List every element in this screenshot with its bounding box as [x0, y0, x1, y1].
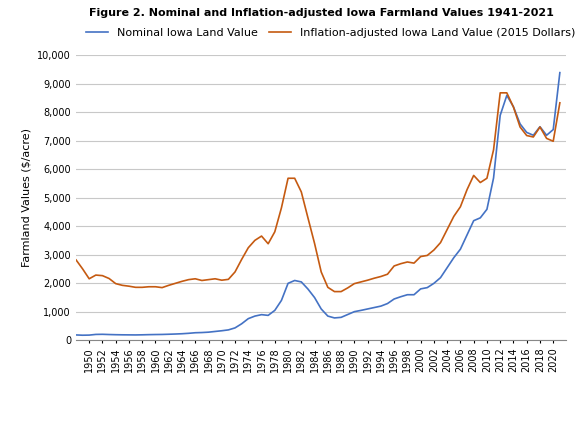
Inflation-adjusted Iowa Land Value (2015 Dollars) [331, 289, 338, 294]
Inflation-adjusted Iowa Land Value (2015 Dollars) [496, 90, 503, 95]
Title: Figure 2. Nominal and Inflation-adjusted Iowa Farmland Values 1941-2021: Figure 2. Nominal and Inflation-adjusted… [89, 8, 554, 18]
Y-axis label: Farmland Values ($/acre): Farmland Values ($/acre) [22, 128, 32, 267]
Nominal Iowa Land Value [318, 306, 325, 312]
Inflation-adjusted Iowa Land Value (2015 Dollars) [557, 100, 564, 105]
Inflation-adjusted Iowa Land Value (2015 Dollars) [490, 147, 497, 152]
Legend: Nominal Iowa Land Value, Inflation-adjusted Iowa Land Value (2015 Dollars): Nominal Iowa Land Value, Inflation-adjus… [82, 24, 580, 42]
Inflation-adjusted Iowa Land Value (2015 Dollars) [517, 125, 524, 130]
Inflation-adjusted Iowa Land Value (2015 Dollars) [318, 269, 325, 275]
Nominal Iowa Land Value [503, 93, 510, 98]
Line: Inflation-adjusted Iowa Land Value (2015 Dollars): Inflation-adjusted Iowa Land Value (2015… [30, 93, 560, 292]
Nominal Iowa Land Value [26, 334, 33, 340]
Inflation-adjusted Iowa Land Value (2015 Dollars) [424, 253, 431, 258]
Nominal Iowa Land Value [357, 308, 364, 313]
Inflation-adjusted Iowa Land Value (2015 Dollars) [364, 278, 371, 283]
Line: Nominal Iowa Land Value: Nominal Iowa Land Value [30, 73, 560, 337]
Nominal Iowa Land Value [457, 246, 464, 252]
Nominal Iowa Land Value [417, 286, 424, 292]
Nominal Iowa Land Value [557, 70, 564, 75]
Inflation-adjusted Iowa Land Value (2015 Dollars) [464, 187, 471, 192]
Inflation-adjusted Iowa Land Value (2015 Dollars) [26, 277, 33, 282]
Nominal Iowa Land Value [484, 207, 491, 212]
